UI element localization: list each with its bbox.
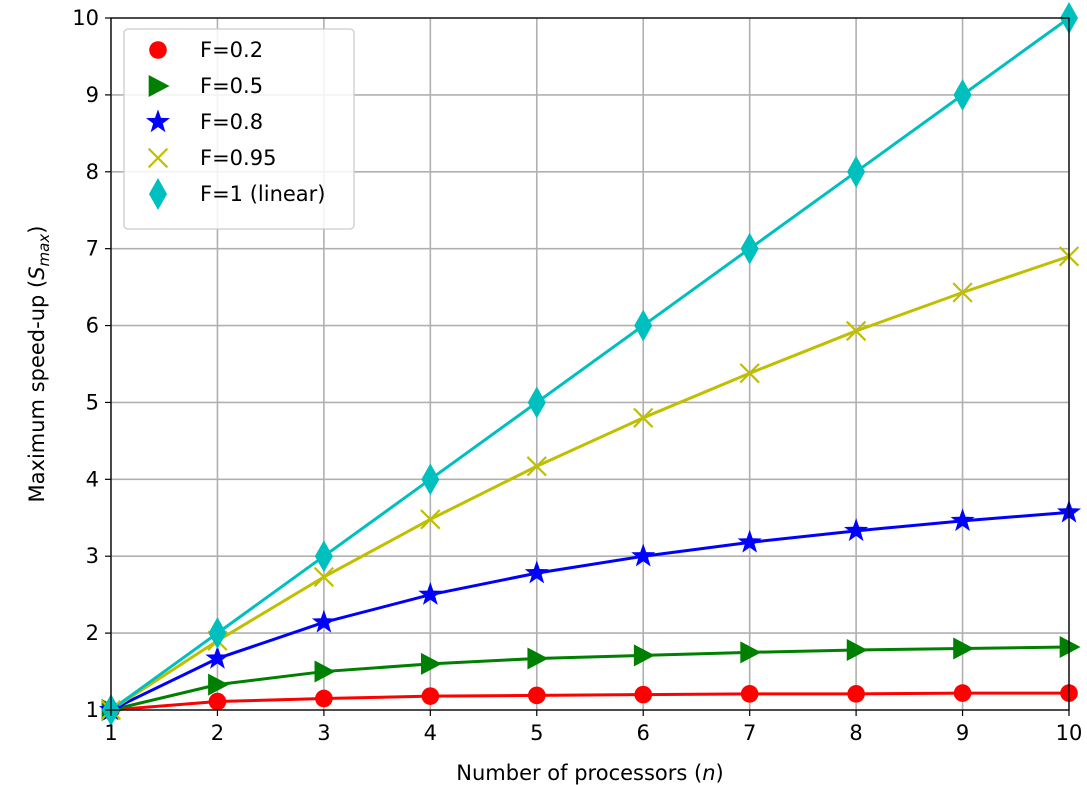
y-axis-ticks: 1 2 3 4 5 6 7 8 9 10 bbox=[72, 6, 111, 722]
data-point-f-0-5 bbox=[740, 641, 762, 664]
legend-marker-f-1-linear bbox=[148, 178, 168, 210]
data-point-f-0-8 bbox=[418, 582, 443, 605]
x-tick-label: 7 bbox=[743, 721, 756, 745]
y-tick-label: 5 bbox=[86, 390, 99, 414]
legend-label: F=0.95 bbox=[200, 146, 276, 170]
data-point-f-0-2 bbox=[740, 685, 759, 703]
data-point-f-1-linear bbox=[208, 617, 227, 650]
x-axis-label: Number of processors (n) bbox=[456, 761, 723, 785]
data-point-f-1-linear bbox=[527, 386, 546, 419]
x-tick-label: 3 bbox=[317, 721, 330, 745]
legend-marker-f-0-8 bbox=[145, 109, 171, 133]
y-tick-label: 6 bbox=[86, 314, 99, 338]
data-point-f-1-linear bbox=[953, 78, 972, 111]
y-tick-label: 4 bbox=[86, 467, 99, 491]
legend-label: F=0.5 bbox=[200, 74, 263, 98]
series-line-f-1-linear bbox=[110, 16, 1070, 712]
data-point-f-0-5 bbox=[208, 673, 229, 696]
data-point-f-0-95 bbox=[313, 566, 335, 588]
data-point-f-0-95 bbox=[952, 282, 973, 303]
data-point-f-0-2 bbox=[634, 685, 653, 704]
data-point-f-0-8 bbox=[631, 543, 656, 567]
data-point-f-0-95 bbox=[633, 407, 654, 428]
legend-label: F=1 (linear) bbox=[200, 182, 326, 206]
data-point-f-0-2 bbox=[421, 687, 440, 705]
data-point-f-0-8 bbox=[844, 518, 869, 542]
data-point-f-0-2 bbox=[527, 686, 546, 705]
data-point-f-0-95 bbox=[845, 320, 867, 342]
data-point-f-1-linear bbox=[314, 540, 333, 573]
x-tick-label: 1 bbox=[104, 721, 117, 745]
data-point-f-0-5 bbox=[633, 644, 655, 667]
data-point-f-0-5 bbox=[314, 660, 336, 683]
series-line-f-0-95 bbox=[110, 254, 1070, 712]
legend-marker-f-0-5 bbox=[148, 75, 170, 97]
data-point-f-1-linear bbox=[421, 463, 440, 496]
data-point-f-0-8 bbox=[311, 609, 336, 633]
legend-marker-f-0-95 bbox=[147, 147, 169, 169]
series-line-f-0-8 bbox=[110, 510, 1070, 712]
y-tick-label: 7 bbox=[86, 237, 99, 261]
data-point-f-0-95 bbox=[526, 456, 547, 477]
data-point-f-0-95 bbox=[739, 363, 760, 384]
x-axis-ticks: 1 2 3 4 5 6 7 8 9 10 bbox=[104, 710, 1082, 745]
data-point-f-0-5 bbox=[953, 637, 975, 660]
x-tick-label: 5 bbox=[530, 721, 543, 745]
legend-box bbox=[123, 28, 355, 230]
data-point-f-0-5 bbox=[1059, 635, 1081, 658]
x-tick-label: 2 bbox=[211, 721, 224, 745]
series-line-f-0-2 bbox=[110, 691, 1069, 712]
series-lines bbox=[110, 16, 1070, 712]
data-point-f-0-2 bbox=[847, 685, 865, 703]
series-line-f-0-5 bbox=[110, 645, 1070, 712]
legend-label: F=0.8 bbox=[200, 110, 263, 134]
y-tick-label: 2 bbox=[86, 621, 99, 645]
data-point-f-0-2 bbox=[208, 692, 227, 711]
data-point-f-0-2 bbox=[315, 689, 333, 708]
x-tick-label: 10 bbox=[1056, 721, 1083, 745]
data-point-f-1-linear bbox=[634, 309, 653, 342]
y-tick-label: 3 bbox=[86, 544, 99, 568]
plot-frame bbox=[110, 17, 1070, 711]
data-point-f-1-linear bbox=[847, 155, 866, 188]
data-point-f-0-5 bbox=[527, 647, 549, 670]
data-point-f-0-95 bbox=[420, 509, 441, 530]
y-tick-label: 8 bbox=[86, 160, 99, 184]
data-point-f-1-linear bbox=[740, 232, 759, 265]
x-tick-label: 4 bbox=[424, 721, 437, 745]
legend-marker-f-0-2 bbox=[149, 41, 167, 59]
x-tick-label: 6 bbox=[637, 721, 650, 745]
y-tick-label: 9 bbox=[86, 83, 99, 107]
legend-label: F=0.2 bbox=[200, 38, 263, 62]
legend: F=0.2 F=0.5 F=0.8 F=0.95 F=1 (linear) bbox=[123, 28, 355, 230]
y-axis-label: Maximum speed-up (Smax) bbox=[25, 226, 53, 503]
data-point-f-0-8 bbox=[737, 529, 762, 553]
data-point-f-0-2 bbox=[953, 684, 972, 702]
data-point-f-0-5 bbox=[420, 652, 442, 675]
x-tick-label: 8 bbox=[849, 721, 862, 745]
x-tick-label: 9 bbox=[956, 721, 969, 745]
y-tick-label: 1 bbox=[86, 698, 99, 722]
data-point-f-0-8 bbox=[950, 508, 975, 532]
data-point-f-0-8 bbox=[205, 645, 230, 669]
data-point-f-0-5 bbox=[846, 639, 868, 662]
y-tick-label: 10 bbox=[72, 6, 99, 30]
data-point-f-0-8 bbox=[524, 560, 549, 584]
